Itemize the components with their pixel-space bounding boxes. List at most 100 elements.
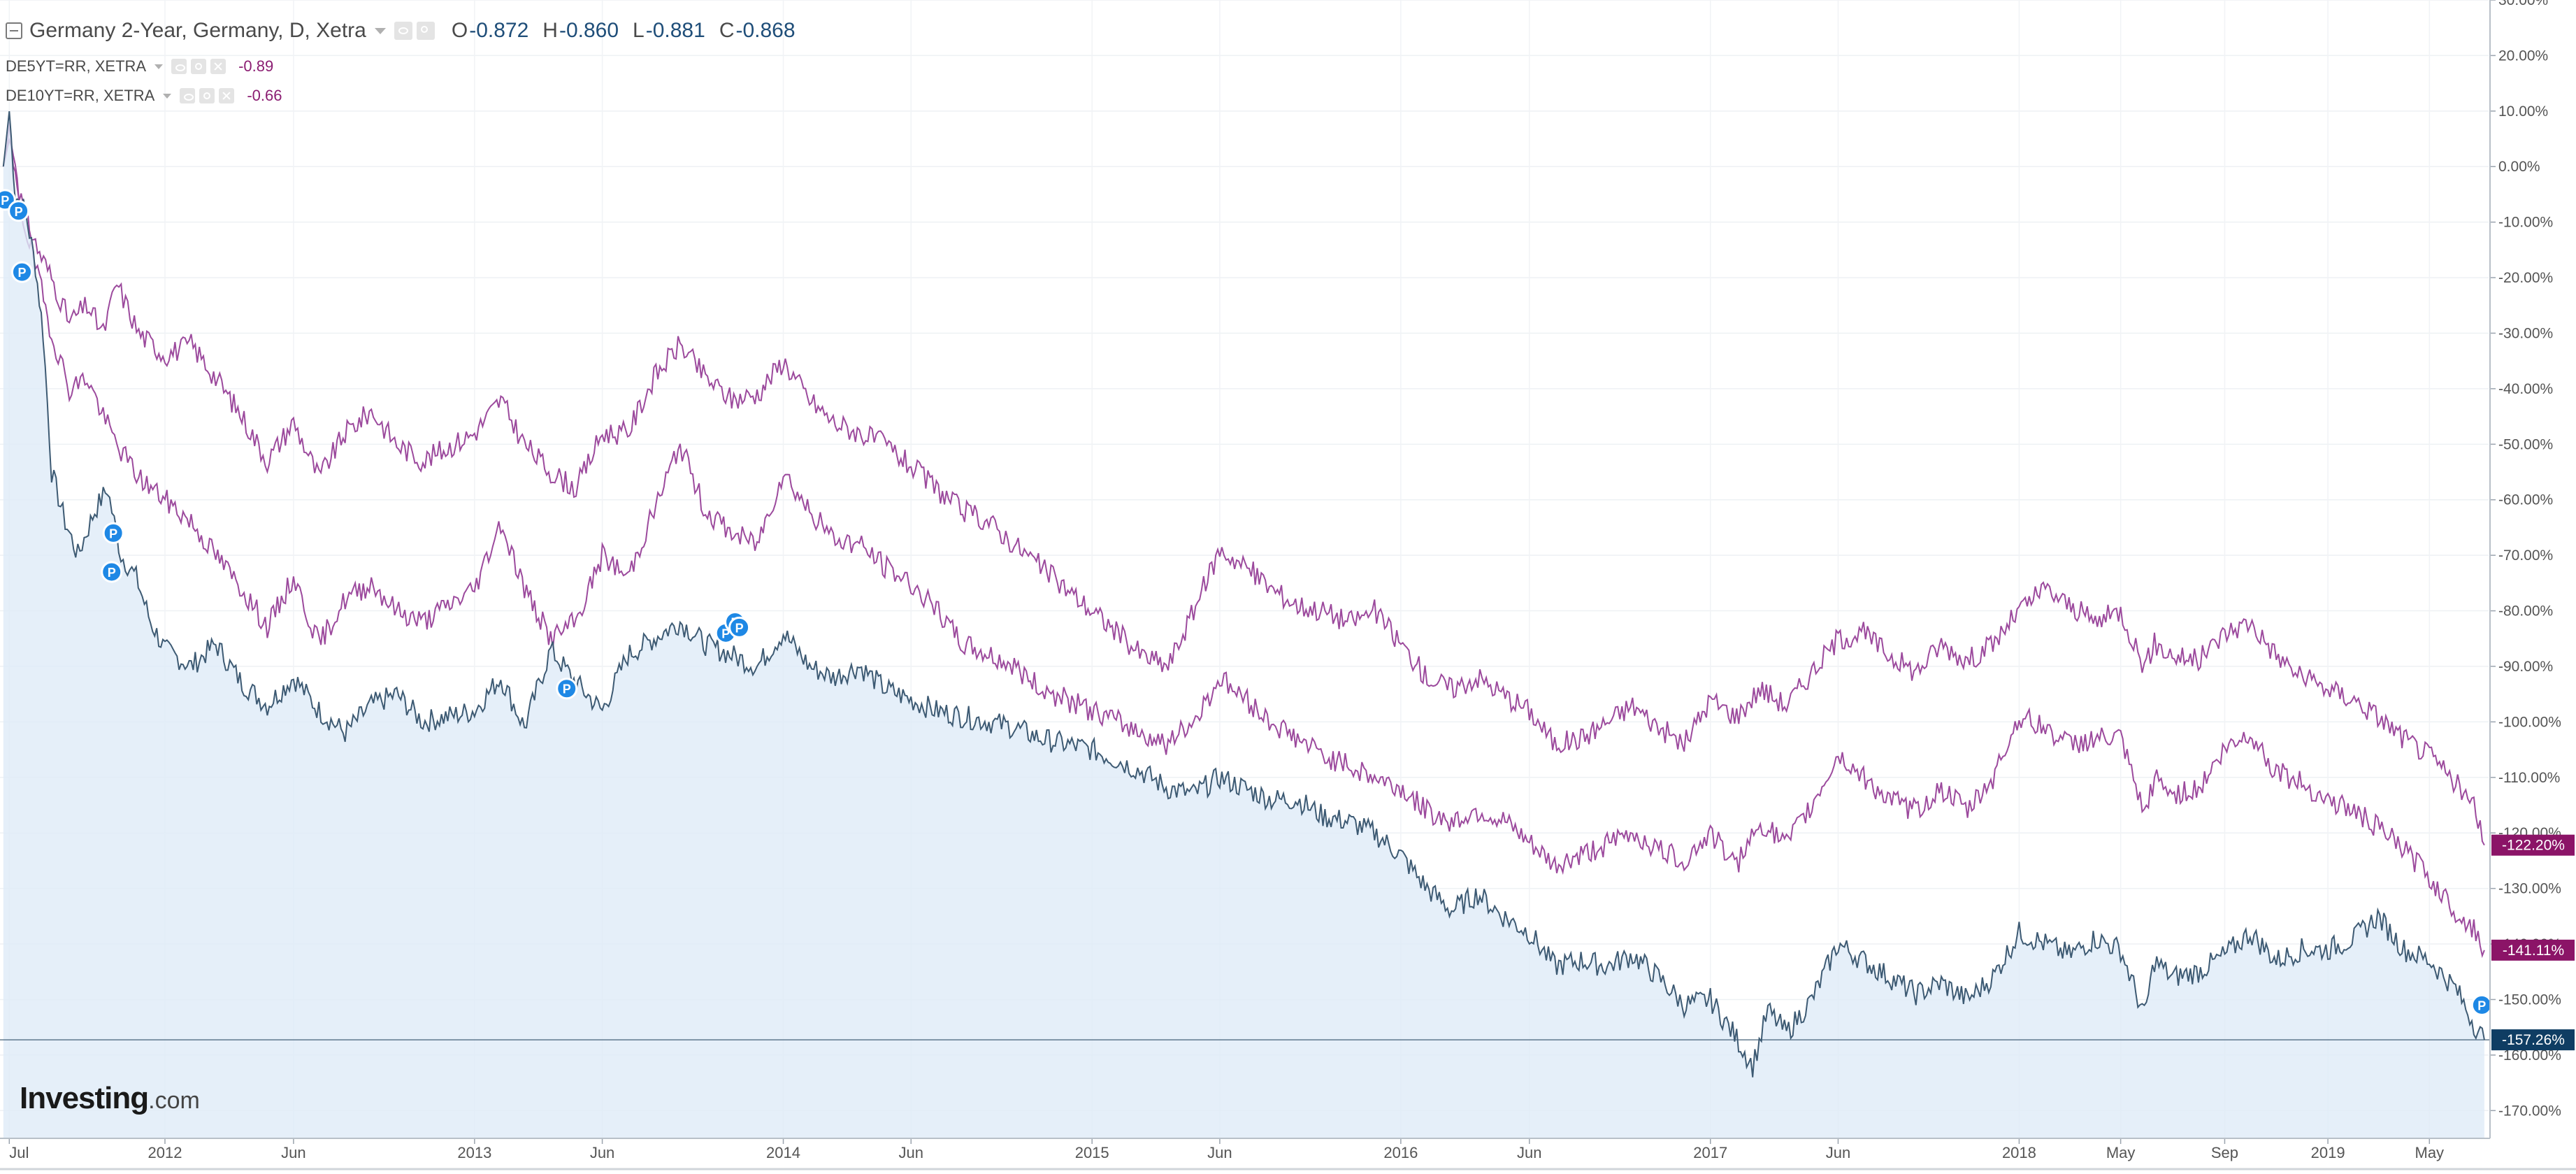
x-tick-label: Sep	[2211, 1144, 2238, 1161]
close-icon[interactable]	[210, 59, 226, 74]
y-tick-label: -80.00%	[2498, 603, 2553, 620]
x-tick-label: 2017	[1693, 1144, 1727, 1161]
series-area-fill	[3, 111, 2484, 1139]
brand-name: Investing	[20, 1081, 149, 1115]
last-value-label: -141.11%	[2503, 943, 2564, 959]
y-tick-label: -30.00%	[2498, 325, 2553, 341]
legend-main-row: Germany 2-Year, Germany, D, Xetra O -0.8…	[6, 10, 810, 52]
x-tick-label: Jun	[898, 1144, 923, 1161]
chart-legend: Germany 2-Year, Germany, D, Xetra O -0.8…	[6, 10, 810, 110]
compare-series-title[interactable]: DE10YT=RR, XETRA	[6, 87, 155, 104]
ohlc-readout: O -0.872 H -0.860 L -0.881 C -0.868	[452, 19, 810, 43]
open-value: -0.872	[469, 19, 529, 42]
chevron-down-icon[interactable]	[374, 27, 386, 34]
compare-series-value: -0.89	[238, 57, 274, 75]
x-tick-label: Jun	[590, 1144, 614, 1161]
collapse-legend-icon[interactable]	[6, 22, 22, 39]
event-marker-dot[interactable]	[8, 200, 30, 222]
compare-series-title[interactable]: DE5YT=RR, XETRA	[6, 57, 147, 75]
y-tick-label: -10.00%	[2498, 215, 2553, 231]
y-tick-label: -160.00%	[2498, 1047, 2561, 1064]
brand-domain: .com	[148, 1087, 200, 1114]
x-tick-label: May	[2106, 1144, 2136, 1161]
gear-icon[interactable]	[199, 88, 215, 103]
visibility-icon[interactable]	[180, 88, 196, 103]
y-tick-label: 10.00%	[2498, 103, 2548, 120]
compare-series-value: -0.66	[247, 87, 282, 104]
y-tick-label: -20.00%	[2498, 270, 2553, 286]
x-tick-label: Jun	[1207, 1144, 1232, 1161]
last-value-badge	[2491, 834, 2575, 856]
y-tick-label: -110.00%	[2498, 770, 2560, 786]
event-marker-dot[interactable]	[556, 678, 578, 700]
event-marker-label: P	[563, 682, 571, 696]
last-value-badge	[2491, 939, 2575, 961]
x-tick-label: Jul	[9, 1144, 29, 1161]
event-marker-label: P	[109, 527, 117, 541]
legend-compare-row-10y: DE10YT=RR, XETRA -0.66	[6, 81, 810, 110]
gear-icon[interactable]	[416, 22, 435, 40]
x-tick-label: 2014	[766, 1144, 800, 1161]
x-tick-label: 2019	[2311, 1144, 2345, 1161]
chevron-down-icon[interactable]	[163, 93, 172, 99]
series-line-de2y[interactable]	[2, 110, 2485, 1078]
x-tick-label: 2016	[1383, 1144, 1418, 1161]
gear-icon[interactable]	[191, 59, 207, 74]
chevron-down-icon[interactable]	[154, 64, 164, 69]
last-value-badges: -157.26% -141.11% -122.20%	[2491, 834, 2575, 1051]
event-marker-label: P	[17, 266, 26, 280]
last-value-badge	[2491, 1029, 2575, 1051]
x-tick-label: Jun	[1826, 1144, 1850, 1161]
event-marker-dot[interactable]	[2470, 994, 2493, 1016]
y-tick-label: -60.00%	[2498, 492, 2553, 508]
x-tick-label: Jun	[281, 1144, 305, 1161]
close-value: -0.868	[735, 19, 796, 42]
visibility-icon[interactable]	[394, 22, 412, 40]
last-value-label: -122.20%	[2502, 838, 2565, 854]
event-marker[interactable]: P	[556, 678, 578, 700]
y-tick-label: -150.00%	[2498, 992, 2561, 1008]
y-tick-label: 0.00%	[2498, 159, 2540, 175]
event-marker-label: P	[15, 205, 23, 219]
event-marker-label: P	[721, 627, 730, 640]
y-tick-label: -50.00%	[2498, 436, 2553, 452]
event-marker[interactable]: P	[2470, 994, 2493, 1016]
y-tick-label: -100.00%	[2498, 714, 2561, 730]
x-tick-label: May	[2415, 1144, 2445, 1161]
high-label: H	[542, 19, 558, 42]
event-marker[interactable]: P	[728, 616, 751, 638]
y-tick-label: 30.00%	[2498, 0, 2548, 8]
series-line-de10y[interactable]	[2, 137, 2485, 846]
x-tick-label: 2018	[2002, 1144, 2036, 1161]
event-marker-dot[interactable]	[10, 261, 33, 283]
y-tick-label: 20.00%	[2498, 48, 2548, 64]
last-value-label: -157.26%	[2502, 1032, 2565, 1048]
event-marker-dot[interactable]	[101, 561, 123, 583]
main-series-title[interactable]: Germany 2-Year, Germany, D, Xetra	[29, 19, 366, 42]
close-icon[interactable]	[219, 88, 235, 103]
x-tick-label: 2012	[147, 1144, 182, 1161]
x-tick-label: 2015	[1075, 1144, 1109, 1161]
x-tick-label: 2013	[457, 1144, 491, 1161]
brand-logo: Investing.com	[20, 1081, 200, 1116]
event-marker-dot[interactable]	[728, 616, 751, 638]
y-tick-label: -130.00%	[2498, 881, 2561, 897]
event-markers: PPPPPPPPPP	[0, 189, 2493, 1016]
event-marker[interactable]: P	[10, 261, 33, 283]
event-marker-label: P	[108, 566, 116, 580]
high-value: -0.860	[559, 19, 619, 42]
y-tick-label: -40.00%	[2498, 381, 2553, 397]
low-value: -0.881	[645, 19, 705, 42]
event-marker-dot[interactable]	[102, 522, 124, 544]
event-marker[interactable]: P	[102, 522, 124, 544]
visibility-icon[interactable]	[171, 59, 187, 74]
y-tick-label: -90.00%	[2498, 659, 2553, 675]
series-layer	[0, 110, 2490, 1139]
open-label: O	[451, 19, 468, 42]
event-marker[interactable]: P	[101, 561, 123, 583]
series-line-de5y[interactable]	[2, 122, 2485, 959]
event-marker[interactable]: P	[8, 200, 30, 222]
event-marker-label: P	[1, 194, 9, 208]
